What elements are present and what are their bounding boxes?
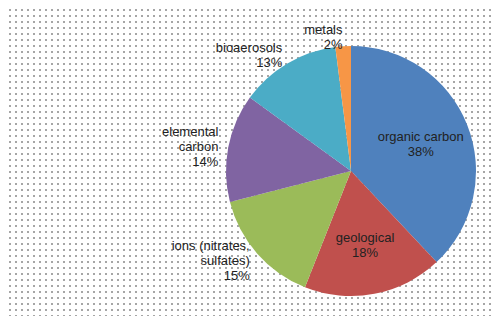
svg-text:geological18%: geological18% [336, 230, 395, 260]
svg-text:elementalcarbon14%: elementalcarbon14% [162, 123, 219, 168]
svg-text:bioaerosols13%: bioaerosols13% [216, 40, 283, 70]
svg-text:ions (nitrates,sulfates)15%: ions (nitrates,sulfates)15% [172, 238, 250, 283]
svg-text:metals2%: metals2% [304, 21, 343, 51]
svg-text:organic carbon38%: organic carbon38% [378, 128, 464, 158]
